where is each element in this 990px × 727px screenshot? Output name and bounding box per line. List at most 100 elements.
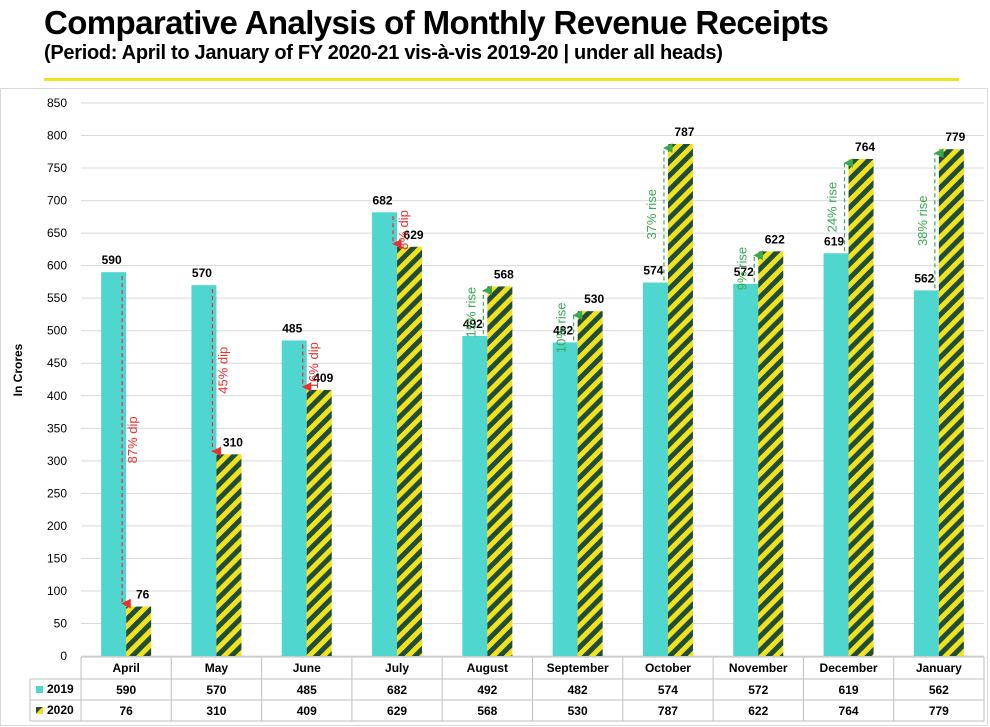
y-tick-label: 600: [47, 259, 67, 273]
change-label: 15% rise: [463, 287, 478, 338]
category-label: May: [205, 661, 229, 675]
table-value-2020: 568: [477, 704, 497, 718]
table-value-2019: 574: [658, 683, 678, 697]
data-label-2019: 570: [192, 266, 212, 280]
category-label: August: [467, 661, 508, 675]
bar-2019: [913, 290, 939, 656]
chart-subtitle: (Period: April to January of FY 2020-21 …: [44, 42, 723, 64]
y-tick-label: 750: [47, 161, 67, 175]
legend-swatch-2020: [36, 707, 43, 714]
chart-title: Comparative Analysis of Monthly Revenue …: [44, 4, 829, 41]
bar-2020: [487, 286, 513, 656]
change-label: 16% dip: [306, 342, 321, 389]
data-label-2020: 409: [313, 371, 333, 385]
title-underline: [44, 78, 959, 81]
table-value-2020: 76: [119, 704, 133, 718]
bar-2019: [733, 283, 759, 656]
bar-2020: [306, 389, 332, 656]
bar-2020: [848, 158, 874, 656]
change-label: 10% rise: [554, 303, 569, 354]
data-label-2020: 787: [674, 125, 694, 139]
category-label: January: [916, 661, 962, 675]
data-label-2020: 779: [945, 130, 965, 144]
y-tick-label: 50: [54, 616, 68, 630]
y-axis-label: In Crores: [11, 343, 25, 396]
change-label: 37% rise: [644, 189, 659, 240]
y-tick-label: 100: [47, 584, 67, 598]
y-tick-label: 850: [47, 96, 67, 110]
table-value-2020: 787: [658, 704, 678, 718]
data-label-2019: 492: [463, 317, 483, 331]
table-value-2019: 570: [206, 683, 226, 697]
bar-2020: [758, 251, 784, 657]
change-label: 87% dip: [125, 416, 140, 463]
bar-2019: [823, 253, 849, 656]
y-tick-label: 800: [47, 129, 67, 143]
change-label: 24% rise: [825, 182, 840, 233]
change-label: 9% rise: [734, 247, 749, 290]
y-tick-label: 700: [47, 194, 67, 208]
category-label: December: [820, 661, 878, 675]
data-label-2020: 310: [223, 435, 243, 449]
y-tick-label: 550: [47, 291, 67, 305]
data-label-2020: 568: [494, 267, 514, 281]
table-value-2019: 482: [568, 683, 588, 697]
y-tick-label: 650: [47, 226, 67, 240]
table-value-2019: 572: [748, 683, 768, 697]
y-tick-label: 250: [47, 486, 67, 500]
category-label: September: [547, 661, 609, 675]
category-label: June: [293, 661, 321, 675]
data-label-2020: 622: [765, 232, 785, 246]
bar-2019: [462, 335, 488, 656]
bar-2019: [642, 282, 668, 656]
data-label-2019: 485: [282, 321, 302, 335]
data-label-2019: 619: [824, 234, 844, 248]
table-value-2020: 622: [748, 704, 768, 718]
change-label: 38% rise: [915, 195, 930, 246]
data-label-2020: 530: [584, 292, 604, 306]
table-value-2020: 409: [297, 704, 317, 718]
bar-2020: [938, 149, 964, 656]
legend-label-2019: 2019: [47, 682, 74, 696]
bars: 590 76 570 310 485 409 682 629 492 568 482 530 574 78…: [101, 125, 966, 657]
y-tick-label: 450: [47, 356, 67, 370]
bar-2019: [552, 342, 578, 656]
table-value-2020: 629: [387, 704, 407, 718]
y-tick-label: 350: [47, 421, 67, 435]
legend-swatch-2019: [36, 686, 43, 693]
y-tick-label: 200: [47, 519, 67, 533]
change-annotations: 87% dip 45% dip 16% dip 8% dip 15% rise 10% r…: [121, 143, 944, 609]
data-table: 2019 2020 April 590 76 May 570 310 June 485 409 Jul…: [29, 656, 985, 722]
bar-2020: [577, 311, 603, 656]
chart-frame: [0, 88, 988, 726]
y-tick-label: 0: [60, 649, 67, 663]
category-label: November: [729, 661, 788, 675]
bar-2019: [281, 340, 307, 656]
table-value-2020: 764: [839, 704, 859, 718]
data-label-2019: 482: [553, 323, 573, 337]
legend-label-2020: 2020: [47, 703, 74, 717]
change-label: 45% dip: [215, 347, 230, 394]
bar-2020: [126, 606, 152, 656]
table-value-2019: 590: [116, 683, 136, 697]
category-label: July: [385, 661, 409, 675]
data-label-2019: 682: [373, 193, 393, 207]
y-tick-label: 300: [47, 454, 67, 468]
table-value-2020: 530: [568, 704, 588, 718]
y-axis: In Crores 0 50 100 150 200 250 300 350 400 450 500…: [11, 96, 67, 663]
bar-2020: [397, 246, 423, 656]
bar-2020: [216, 454, 242, 656]
table-value-2020: 310: [206, 704, 226, 718]
data-label-2020: 764: [855, 140, 875, 154]
table-value-2020: 779: [929, 704, 949, 718]
category-label: April: [112, 661, 139, 675]
data-label-2019: 574: [643, 264, 663, 278]
table-value-2019: 562: [929, 683, 949, 697]
bar-2020: [667, 143, 693, 656]
table-value-2019: 619: [839, 683, 859, 697]
category-label: October: [645, 661, 691, 675]
data-label-2020: 629: [404, 228, 424, 242]
table-value-2019: 485: [297, 683, 317, 697]
table-value-2019: 492: [477, 683, 497, 697]
